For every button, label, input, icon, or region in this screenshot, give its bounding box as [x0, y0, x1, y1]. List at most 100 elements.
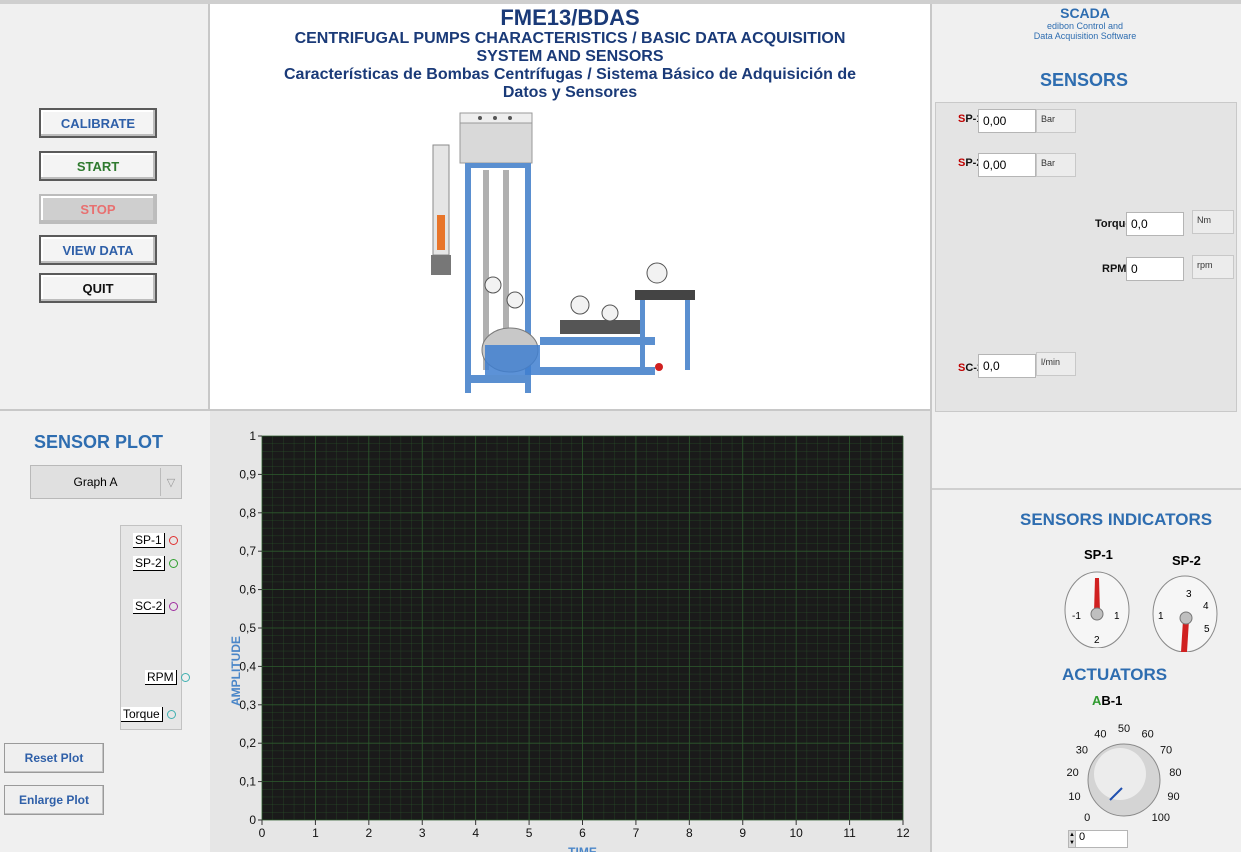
gauge-sp1-tick: 1: [1114, 611, 1120, 622]
knob-tick-label: 70: [1160, 744, 1172, 756]
sp2-unit: Bar: [1036, 153, 1076, 177]
graph-select[interactable]: Graph A ▽: [30, 465, 182, 499]
knob-tick-label: 80: [1169, 767, 1181, 779]
sensor-plot-title: SENSOR PLOT: [34, 432, 164, 452]
equipment-illustration: [431, 112, 695, 393]
legend-marker-icon: [168, 536, 178, 545]
calibrate-button[interactable]: CALIBRATE: [39, 108, 157, 138]
ab1-knob[interactable]: 0 10 20 30 40 50 60 70 80 90 100: [1052, 708, 1192, 833]
ab1-label: AB-1: [1092, 693, 1123, 708]
legend-marker-icon: [169, 602, 179, 611]
x-tick-label: 5: [526, 826, 533, 840]
y-tick-label: 0,5: [239, 621, 256, 635]
subtitle-en-1: CENTRIFUGAL PUMPS CHARACTERISTICS / BASI…: [294, 30, 846, 47]
divider: [930, 4, 932, 852]
divider: [208, 4, 210, 410]
x-tick-label: 3: [419, 826, 426, 840]
sp1-value: 0,00: [978, 109, 1036, 133]
y-tick-label: 0,6: [239, 583, 256, 597]
rpm-label: RPM: [1102, 263, 1127, 275]
y-tick-label: 0,1: [239, 775, 256, 789]
x-tick-label: 2: [365, 826, 372, 840]
gauge-sp2-tick: 3: [1186, 589, 1192, 600]
scada-title: SCADA: [1060, 5, 1110, 21]
legend-label: SP-2: [133, 556, 165, 571]
sensors-title: SENSORS: [1040, 70, 1129, 90]
y-tick-label: 0,2: [239, 736, 256, 750]
scada-line-2: Data Acquisition Software: [1033, 31, 1137, 41]
sp1-unit: Bar: [1036, 109, 1076, 133]
knob-pointer: [1109, 787, 1123, 801]
torque-unit: Nm: [1192, 210, 1234, 234]
subtitle-en-2: SYSTEM AND SENSORS: [476, 48, 664, 65]
divider: [932, 488, 1241, 490]
gauge-sp1: -1 1 2: [1064, 571, 1130, 648]
sc2-unit: l/min: [1036, 352, 1076, 376]
x-tick-label: 6: [579, 826, 586, 840]
legend-item-torque[interactable]: Torque: [121, 707, 176, 722]
rpm-value: 0: [1126, 257, 1184, 281]
reset-plot-button[interactable]: Reset Plot: [4, 743, 104, 773]
chart-y-axis-label: AMPLITUDE: [229, 636, 243, 706]
window-top-strip: [0, 0, 1241, 4]
ab1-stepper[interactable]: ▲ ▼: [1068, 830, 1076, 848]
legend-label: Torque: [121, 707, 163, 722]
quit-button[interactable]: QUIT: [39, 273, 157, 303]
y-tick-label: 0,7: [239, 544, 256, 558]
x-tick-label: 9: [739, 826, 746, 840]
ab1-numeric-input[interactable]: 0: [1068, 830, 1128, 848]
stop-button[interactable]: STOP: [39, 194, 157, 224]
y-tick-label: 0,3: [239, 698, 256, 712]
gauge-sp2-tick: 5: [1204, 624, 1210, 635]
graph-select-value: Graph A: [73, 475, 118, 489]
sc2-value: 0,0: [978, 354, 1036, 378]
enlarge-plot-button[interactable]: Enlarge Plot: [4, 785, 104, 815]
gauge-sp1-label: SP-1: [1084, 547, 1113, 562]
knob-tick-label: 20: [1067, 767, 1079, 779]
legend-item-sc2[interactable]: SC-2: [133, 599, 179, 614]
legend-marker-icon: [180, 673, 190, 682]
legend-item-rpm[interactable]: RPM: [145, 670, 190, 685]
x-tick-label: 12: [896, 826, 910, 840]
sensor-chart[interactable]: 0 1 2 3 4 5 6 7 8 9 10 11 1200,10,20,30,40,50,60,70,…: [210, 411, 930, 852]
x-tick-label: 0: [259, 826, 266, 840]
y-tick-label: 0: [249, 813, 256, 827]
divider: [0, 409, 930, 411]
torque-label: Torque: [1095, 218, 1132, 230]
scada-brand: SCADA edibon Control and Data Acquisitio…: [990, 5, 1180, 41]
x-tick-label: 4: [472, 826, 479, 840]
knob-tick-label: 50: [1118, 723, 1130, 735]
start-button[interactable]: START: [39, 151, 157, 181]
knob-tick-label: 60: [1141, 729, 1153, 741]
x-tick-label: 1: [312, 826, 319, 840]
sp2-value: 0,00: [978, 153, 1036, 177]
legend-marker-icon: [168, 559, 178, 568]
gauge-sp2-tick: 4: [1203, 601, 1209, 612]
gauge-sp1-tick: 2: [1094, 635, 1100, 646]
subtitle-es-1: Características de Bombas Centrífugas / …: [283, 66, 857, 83]
gauge-sp1-tick: -1: [1072, 611, 1081, 622]
chevron-down-icon[interactable]: ▽: [160, 468, 181, 496]
x-tick-label: 11: [843, 826, 856, 840]
sensors-indicators-title: SENSORS INDICATORS: [1020, 510, 1213, 529]
y-tick-label: 0,8: [239, 506, 256, 520]
page-title-block: FME13/BDAS CENTRIFUGAL PUMPS CHARACTERIS…: [210, 6, 930, 102]
rpm-unit: rpm: [1192, 255, 1234, 279]
knob-tick-label: 10: [1068, 791, 1080, 803]
knob-tick-label: 90: [1167, 791, 1179, 803]
y-tick-label: 0,4: [239, 659, 256, 673]
x-tick-label: 10: [789, 826, 803, 840]
knob-tick-label: 30: [1076, 744, 1088, 756]
gauge-sp2-label: SP-2: [1172, 553, 1201, 568]
actuators-title: ACTUATORS: [1062, 665, 1168, 684]
chart-x-axis-label: TIME: [568, 845, 597, 852]
subtitle-es-2: Datos y Sensores: [502, 84, 638, 101]
y-tick-label: 1: [249, 429, 256, 443]
view-data-button[interactable]: VIEW DATA: [39, 235, 157, 265]
knob-tick-label: 40: [1094, 729, 1106, 741]
scada-line-1: edibon Control and: [1046, 21, 1124, 31]
legend-item-sp2[interactable]: SP-2: [133, 556, 178, 571]
gauge-sp2: 1 3 4 5: [1152, 575, 1218, 652]
legend-item-sp1[interactable]: SP-1: [133, 533, 178, 548]
y-tick-label: 0,9: [239, 467, 256, 481]
